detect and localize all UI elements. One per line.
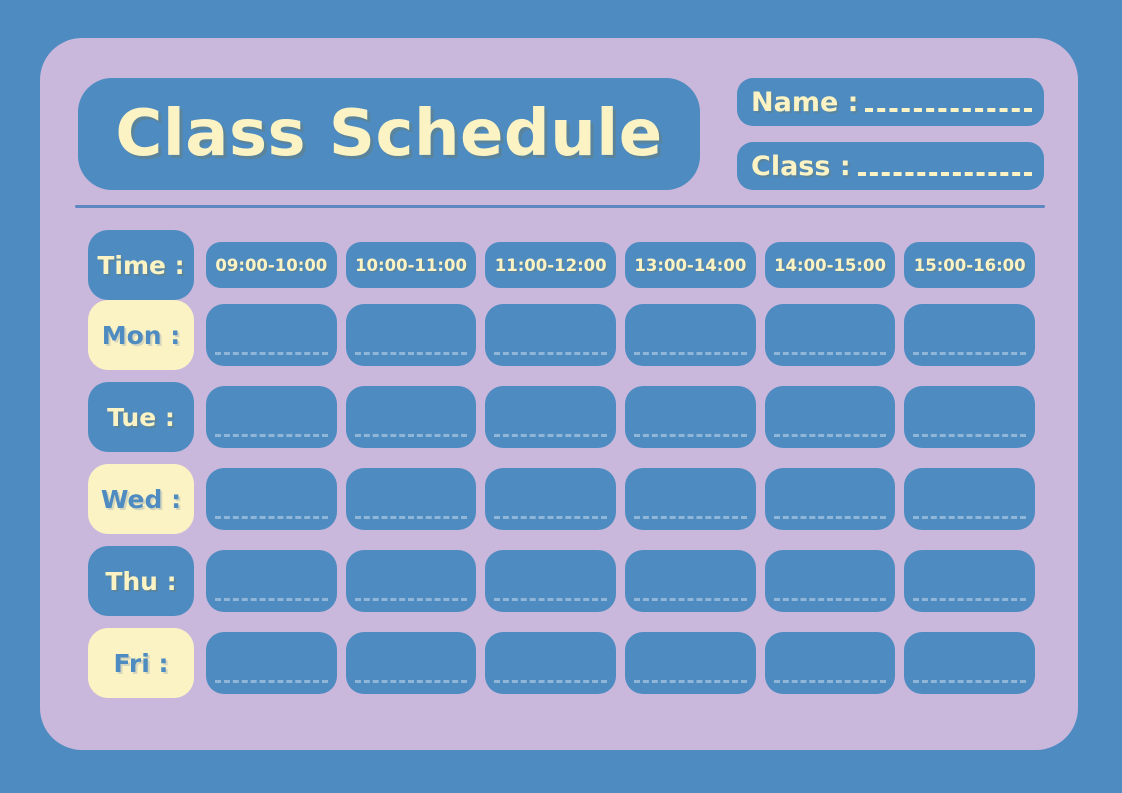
- schedule-row-cells: [206, 304, 1036, 366]
- cell-writing-line: [913, 352, 1027, 355]
- schedule-cell[interactable]: [764, 632, 896, 694]
- schedule-row: Thu :: [88, 546, 1036, 616]
- schedule-cell[interactable]: [345, 304, 477, 366]
- schedule-cell[interactable]: [206, 386, 337, 448]
- cell-writing-line: [354, 598, 468, 601]
- cell-writing-line: [913, 680, 1027, 683]
- schedule-cell[interactable]: [625, 386, 756, 448]
- schedule-cell[interactable]: [485, 632, 617, 694]
- schedule-cell[interactable]: [625, 632, 756, 694]
- schedule-cell[interactable]: [485, 550, 617, 612]
- cell-writing-line: [494, 434, 608, 437]
- schedule-cell[interactable]: [345, 550, 477, 612]
- cell-writing-line: [773, 352, 887, 355]
- schedule-cell[interactable]: [485, 468, 617, 530]
- cell-writing-line: [773, 516, 887, 519]
- schedule-grid: Time : 09:00-10:00 10:00-11:00 11:00-12:00…: [88, 230, 1036, 698]
- cell-writing-line: [494, 598, 608, 601]
- schedule-cell[interactable]: [345, 468, 477, 530]
- cell-writing-line: [215, 352, 328, 355]
- cell-writing-line: [354, 680, 468, 683]
- schedule-cell[interactable]: [904, 550, 1036, 612]
- schedule-cell[interactable]: [764, 304, 896, 366]
- class-field[interactable]: Class :: [737, 142, 1044, 190]
- title-bar: Class Schedule: [78, 78, 700, 190]
- name-field-label: Name :: [751, 86, 859, 118]
- schedule-cell[interactable]: [904, 632, 1036, 694]
- class-field-label: Class :: [751, 150, 851, 182]
- schedule-cell[interactable]: [904, 304, 1036, 366]
- schedule-cell[interactable]: [485, 386, 617, 448]
- day-label-mon: Mon :: [88, 300, 194, 370]
- cell-writing-line: [215, 598, 328, 601]
- time-slot-header: 10:00-11:00: [345, 242, 477, 288]
- cell-writing-line: [634, 598, 747, 601]
- header-divider: [75, 205, 1045, 208]
- time-slot-header: 09:00-10:00: [206, 242, 337, 288]
- schedule-row: Wed :: [88, 464, 1036, 534]
- day-label-tue: Tue :: [88, 382, 194, 452]
- class-field-writing-line[interactable]: [857, 172, 1032, 176]
- cell-writing-line: [634, 516, 747, 519]
- time-slot-list: 09:00-10:00 10:00-11:00 11:00-12:00 13:00-1…: [206, 242, 1036, 288]
- schedule-cell[interactable]: [345, 632, 477, 694]
- schedule-row: Tue :: [88, 382, 1036, 452]
- time-slot-header: 14:00-15:00: [764, 242, 896, 288]
- schedule-row-cells: [206, 632, 1036, 694]
- schedule-cell[interactable]: [206, 468, 337, 530]
- schedule-card: Class Schedule Name : Class : Time : 09:…: [40, 38, 1078, 750]
- day-label-thu: Thu :: [88, 546, 194, 616]
- cell-writing-line: [634, 680, 747, 683]
- cell-writing-line: [913, 516, 1027, 519]
- cell-writing-line: [913, 598, 1027, 601]
- cell-writing-line: [773, 434, 887, 437]
- cell-writing-line: [773, 680, 887, 683]
- time-slot-header: 13:00-14:00: [625, 242, 756, 288]
- schedule-cell[interactable]: [904, 386, 1036, 448]
- schedule-cell[interactable]: [206, 304, 337, 366]
- name-field-writing-line[interactable]: [865, 108, 1032, 112]
- cell-writing-line: [634, 352, 747, 355]
- schedule-row-cells: [206, 386, 1036, 448]
- schedule-row-cells: [206, 550, 1036, 612]
- time-header-label: Time :: [88, 230, 194, 300]
- cell-writing-line: [215, 516, 328, 519]
- schedule-cell[interactable]: [485, 304, 617, 366]
- schedule-cell[interactable]: [206, 550, 337, 612]
- cell-writing-line: [494, 352, 608, 355]
- cell-writing-line: [354, 516, 468, 519]
- cell-writing-line: [354, 352, 468, 355]
- cell-writing-line: [215, 434, 328, 437]
- schedule-cell[interactable]: [625, 468, 756, 530]
- name-field[interactable]: Name :: [737, 78, 1044, 126]
- schedule-cell[interactable]: [345, 386, 477, 448]
- cell-writing-line: [634, 434, 747, 437]
- time-slot-header: 15:00-16:00: [904, 242, 1036, 288]
- day-label-wed: Wed :: [88, 464, 194, 534]
- cell-writing-line: [773, 598, 887, 601]
- schedule-cell[interactable]: [764, 550, 896, 612]
- schedule-cell[interactable]: [625, 550, 756, 612]
- schedule-cell[interactable]: [904, 468, 1036, 530]
- time-header-row: Time : 09:00-10:00 10:00-11:00 11:00-12:00…: [88, 230, 1036, 300]
- day-label-fri: Fri :: [88, 628, 194, 698]
- schedule-row: Fri :: [88, 628, 1036, 698]
- cell-writing-line: [215, 680, 328, 683]
- schedule-cell[interactable]: [625, 304, 756, 366]
- cell-writing-line: [354, 434, 468, 437]
- cell-writing-line: [494, 516, 608, 519]
- cell-writing-line: [913, 434, 1027, 437]
- time-slot-header: 11:00-12:00: [485, 242, 617, 288]
- schedule-row: Mon :: [88, 300, 1036, 370]
- schedule-cell[interactable]: [764, 386, 896, 448]
- schedule-cell[interactable]: [764, 468, 896, 530]
- schedule-cell[interactable]: [206, 632, 337, 694]
- cell-writing-line: [494, 680, 608, 683]
- schedule-row-cells: [206, 468, 1036, 530]
- page-title: Class Schedule: [115, 97, 663, 171]
